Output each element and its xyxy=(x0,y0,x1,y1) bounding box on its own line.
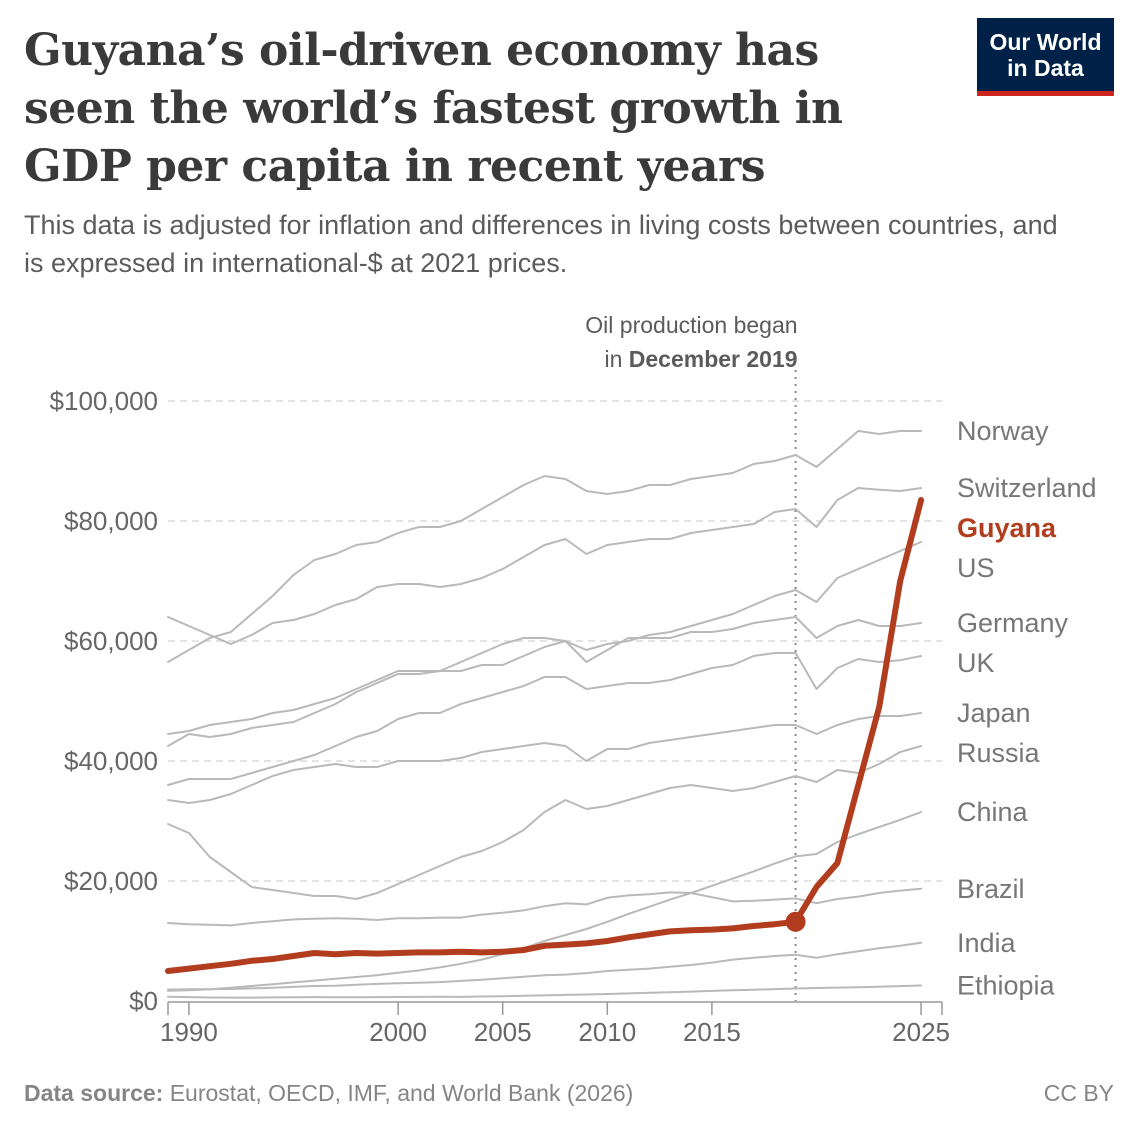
series-line-russia[interactable] xyxy=(167,745,923,900)
y-tick-label: $0 xyxy=(129,986,158,1016)
series-line-germany[interactable] xyxy=(167,616,923,735)
data-source-label: Data source: xyxy=(24,1080,164,1106)
series-line-switzerland[interactable] xyxy=(167,487,923,645)
series-label-switzerland: Switzerland xyxy=(957,473,1097,503)
gridlines xyxy=(168,400,942,882)
annotation-text-line-2: in December 2019 xyxy=(604,346,797,372)
axes: $0 $20,000 $40,000 $60,000 $80,000 $100,000 19… xyxy=(50,386,950,1047)
logo-line-2: in Data xyxy=(1007,55,1084,81)
x-tick-label: 2015 xyxy=(683,1017,741,1047)
series-label-japan: Japan xyxy=(957,698,1031,728)
license-link[interactable]: CC BY xyxy=(1043,1080,1114,1106)
series-lines xyxy=(165,430,925,999)
x-tick-label: 1990 xyxy=(160,1017,218,1047)
y-tick-label: $20,000 xyxy=(64,866,158,896)
series-label-norway: Norway xyxy=(957,416,1049,446)
series-line-uk[interactable] xyxy=(167,652,923,786)
series-label-guyana: Guyana xyxy=(957,513,1057,543)
series-line-ethiopia[interactable] xyxy=(167,984,923,999)
series-line-china[interactable] xyxy=(167,811,923,992)
series-label-uk: UK xyxy=(957,648,995,678)
series-line-japan[interactable] xyxy=(167,712,923,804)
line-chart: Oil production began in December 2019 $0… xyxy=(50,312,1097,1047)
guyana-2019-marker xyxy=(785,911,806,932)
chart-subtitle: This data is adjusted for inflation and … xyxy=(24,210,1058,278)
series-label-ethiopia: Ethiopia xyxy=(957,971,1056,1001)
series-label-us: US xyxy=(957,553,995,583)
series-line-india[interactable] xyxy=(167,941,923,991)
series-label-india: India xyxy=(957,928,1017,958)
oil-production-annotation: Oil production began in December 2019 xyxy=(585,312,798,1001)
series-line-us[interactable] xyxy=(167,541,923,747)
series-label-china: China xyxy=(957,797,1029,827)
series-label-germany: Germany xyxy=(957,608,1069,638)
x-tick-label: 2000 xyxy=(369,1017,427,1047)
y-tick-label: $40,000 xyxy=(64,746,158,776)
series-line-norway[interactable] xyxy=(167,430,923,663)
y-tick-label: $60,000 xyxy=(64,626,158,656)
series-label-russia: Russia xyxy=(957,738,1041,768)
x-tick-label: 2005 xyxy=(474,1017,532,1047)
chart-title: Guyana’s oil-driven economy has seen the… xyxy=(24,25,843,192)
y-tick-label: $100,000 xyxy=(50,386,158,416)
data-source-text: Eurostat, OECD, IMF, and World Bank (202… xyxy=(169,1080,634,1106)
x-tick-label: 2010 xyxy=(578,1017,636,1047)
data-source: Data source: Eurostat, OECD, IMF, and Wo… xyxy=(24,1080,633,1107)
x-tick-label: 2025 xyxy=(892,1017,950,1047)
series-label-brazil: Brazil xyxy=(957,874,1025,904)
annotation-text-prefix: in xyxy=(604,346,628,372)
annotation-text-line-1: Oil production began xyxy=(585,312,797,338)
series-line-brazil[interactable] xyxy=(167,887,923,927)
our-world-in-data-logo[interactable]: Our World in Data xyxy=(977,18,1114,96)
y-tick-label: $80,000 xyxy=(64,506,158,536)
series-line-guyana[interactable] xyxy=(165,497,925,974)
logo-line-1: Our World xyxy=(989,29,1102,55)
series-labels: Norway Switzerland Guyana US Germany UK Japan R… xyxy=(957,416,1097,1001)
annotation-text-date: December 2019 xyxy=(629,346,798,372)
